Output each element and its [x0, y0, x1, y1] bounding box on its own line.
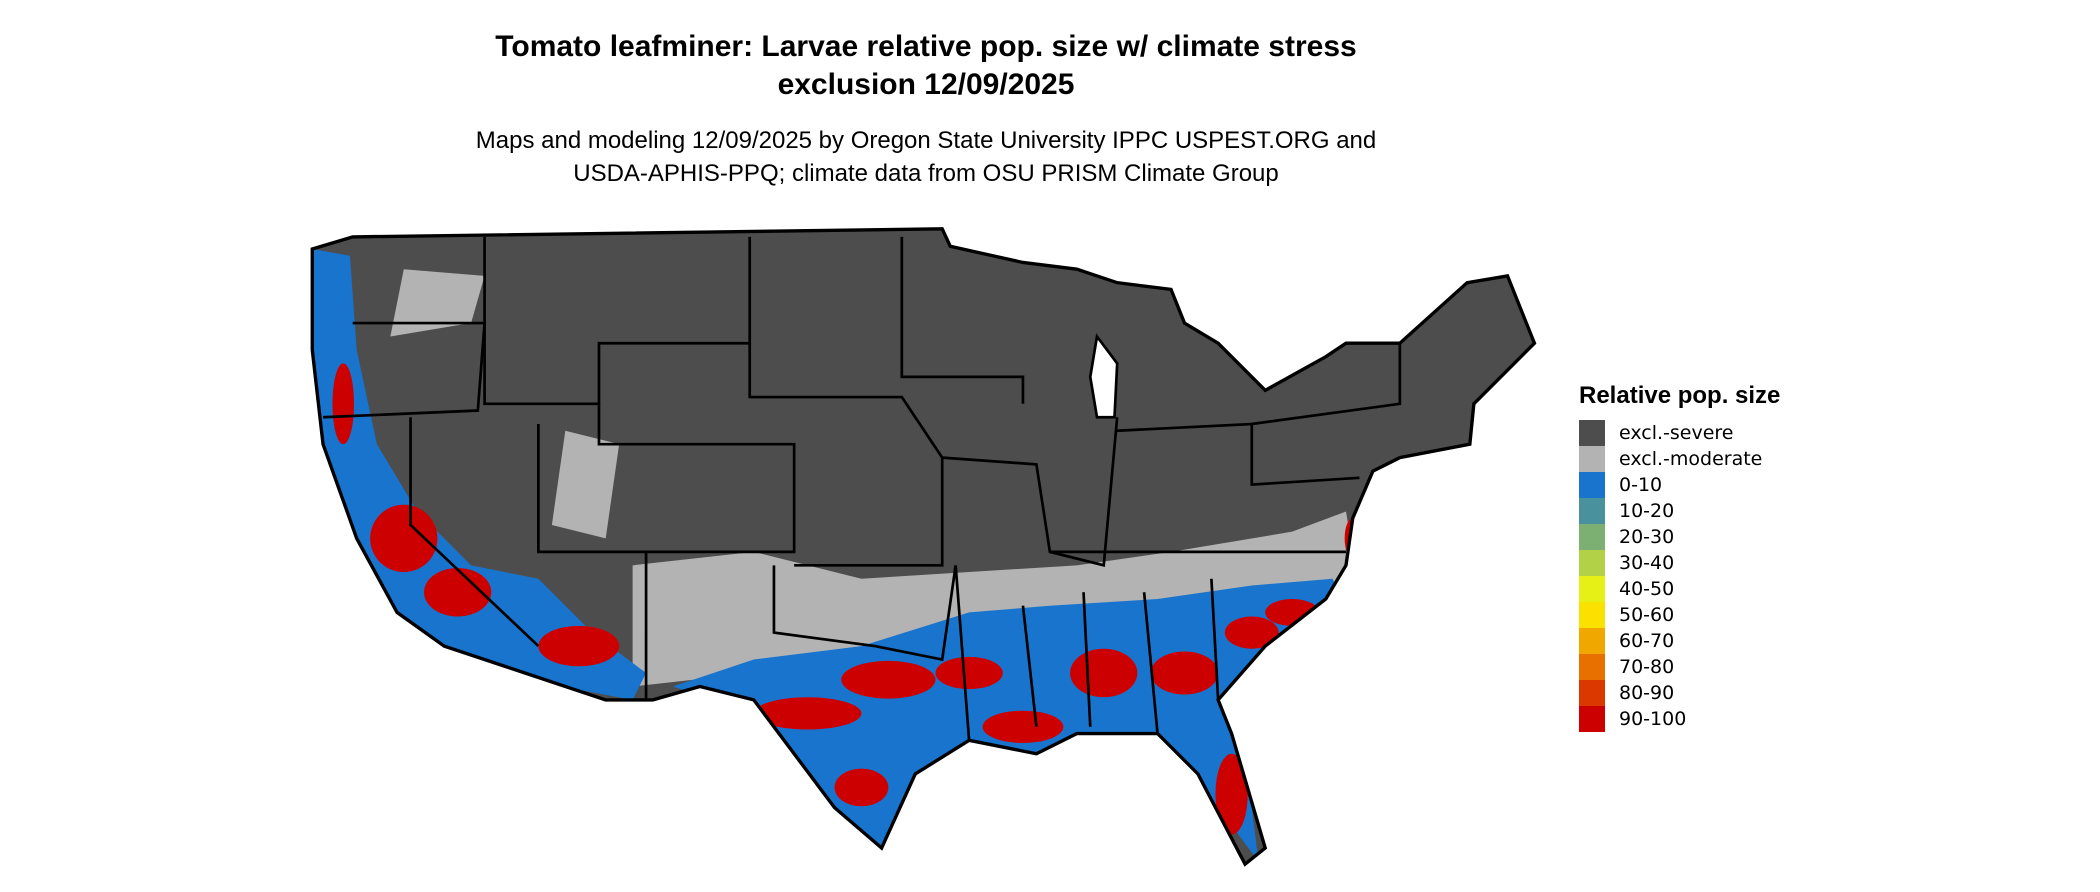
- legend-label: 70-80: [1619, 656, 1675, 678]
- legend-swatch: [1579, 524, 1605, 550]
- legend-label: 10-20: [1619, 500, 1675, 522]
- legend-swatch: [1579, 446, 1605, 472]
- legend-swatch: [1579, 654, 1605, 680]
- legend-item: excl.-moderate: [1579, 446, 1780, 472]
- legend-item: 90-100: [1579, 706, 1780, 732]
- legend-item: 0-10: [1579, 472, 1780, 498]
- legend: Relative pop. size excl.-severe excl.-mod…: [1579, 382, 1780, 732]
- excl-moderate-region: [632, 511, 1360, 687]
- legend-label: 20-30: [1619, 526, 1675, 548]
- legend-label: 40-50: [1619, 578, 1675, 600]
- legend-label: 30-40: [1619, 552, 1675, 574]
- legend-swatch: [1579, 706, 1605, 732]
- legend-item: 10-20: [1579, 498, 1780, 524]
- legend-swatch: [1579, 420, 1605, 446]
- legend-swatch: [1579, 472, 1605, 498]
- map-subtitle-line1: Maps and modeling 12/09/2025 by Oregon S…: [475, 127, 1377, 154]
- legend-item: 20-30: [1579, 524, 1780, 550]
- map-title-line1: Tomato leafminer: Larvae relative pop. s…: [495, 30, 1357, 63]
- lake-michigan: [1088, 333, 1119, 419]
- range-0-10-west: [312, 249, 647, 700]
- legend-label: 0-10: [1619, 474, 1663, 496]
- legend-item: 40-50: [1579, 576, 1780, 602]
- map-subtitle-line2: USDA-APHIS-PPQ; climate data from OSU PR…: [573, 160, 1279, 187]
- legend-item: 70-80: [1579, 654, 1780, 680]
- legend-swatch: [1579, 498, 1605, 524]
- legend-item: excl.-severe: [1579, 420, 1780, 446]
- legend-label: excl.-moderate: [1619, 448, 1763, 470]
- legend-label: 90-100: [1619, 708, 1687, 730]
- legend-swatch: [1579, 602, 1605, 628]
- legend-label: 60-70: [1619, 630, 1675, 652]
- legend-title: Relative pop. size: [1579, 382, 1781, 409]
- legend-swatch: [1579, 680, 1605, 706]
- legend-swatch: [1579, 628, 1605, 654]
- excl-moderate-region-west: [390, 269, 620, 539]
- legend-label: excl.-severe: [1619, 422, 1734, 444]
- map-title-line2: exclusion 12/09/2025: [777, 68, 1075, 101]
- legend-label: 80-90: [1619, 682, 1675, 704]
- legend-item: 50-60: [1579, 602, 1780, 628]
- legend-swatch: [1579, 576, 1605, 602]
- legend-item: 30-40: [1579, 550, 1780, 576]
- legend-label: 50-60: [1619, 604, 1675, 626]
- legend-item: 60-70: [1579, 628, 1780, 654]
- state-borders: [322, 236, 1402, 741]
- legend-swatch: [1579, 550, 1605, 576]
- legend-item: 80-90: [1579, 680, 1780, 706]
